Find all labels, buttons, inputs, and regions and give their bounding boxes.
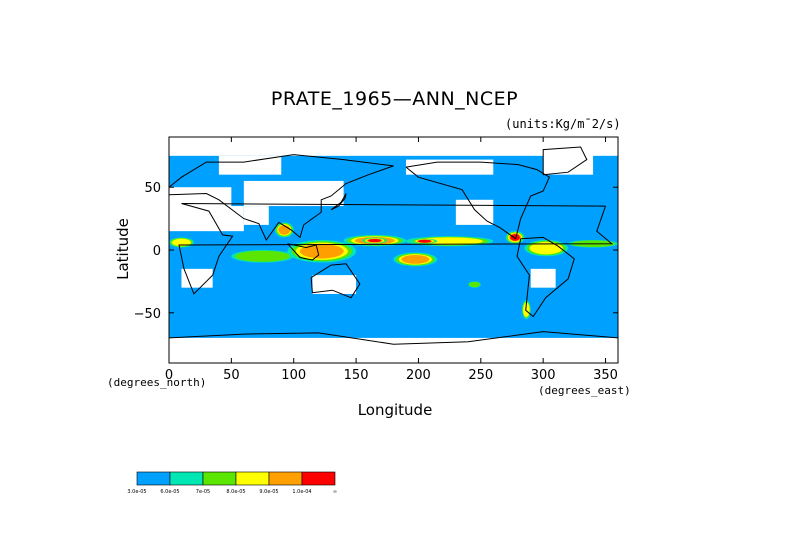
precip-contour [235, 250, 290, 262]
dry-region [144, 187, 232, 225]
precip-contour [171, 238, 191, 247]
dry-region [243, 180, 344, 207]
x-tick-label: 0 [165, 368, 173, 383]
precip-contour [278, 225, 291, 235]
colorbar-label: ∞ [333, 489, 337, 495]
colorbar-label: 9.0e-05 [259, 489, 278, 495]
precip-contour [368, 238, 382, 243]
y-tick-label: −50 [134, 307, 161, 322]
dry-region [543, 149, 594, 175]
colorbar-swatch [301, 471, 336, 486]
colorbar-swatch [202, 471, 237, 486]
dry-region [169, 137, 618, 156]
colorbar-label: 7e-05 [196, 489, 210, 495]
dry-region [169, 337, 618, 363]
coastline [178, 203, 614, 295]
colorbar-label: 1.0e-04 [292, 489, 311, 495]
coastline [168, 154, 394, 241]
dry-region [181, 268, 213, 288]
colorbar-label: 6.0e-05 [160, 489, 179, 495]
dry-region [312, 275, 357, 294]
precip-contour [510, 234, 520, 241]
colorbar-swatch [268, 471, 303, 486]
colorbar-swatch [235, 471, 270, 486]
y-axis-label: Latitude [114, 218, 132, 280]
precip-contour [401, 254, 430, 264]
dry-region [218, 155, 282, 175]
x-tick-label: 150 [344, 368, 369, 383]
colorbar-swatch [136, 471, 171, 486]
precip-contour [418, 239, 432, 243]
colorbar-label: 3.0e-05 [127, 489, 146, 495]
coastline [516, 236, 575, 318]
continent-outlines [168, 146, 619, 345]
coastline [542, 146, 588, 176]
dry-region [530, 268, 556, 288]
precip-contour [299, 244, 344, 259]
precip-contour [529, 241, 563, 255]
coastline [287, 243, 320, 261]
coastline [310, 263, 361, 299]
precip-contour [416, 237, 483, 246]
colorbar-swatch [169, 471, 204, 486]
coastline [330, 193, 347, 211]
y-tick-label: 50 [144, 181, 161, 196]
colorbar-label: 8.0e-05 [226, 489, 245, 495]
precip-contour [523, 302, 530, 317]
x-tick-label: 200 [406, 368, 431, 383]
y-unit-label: (degrees_north) [107, 376, 207, 389]
dry-region [243, 206, 269, 225]
x-axis-label: Longitude [357, 401, 433, 419]
units-label: (units:Kg/m¯2/s) [505, 117, 621, 131]
colorbar: 3.0e-05 6.0e-05 7e-05 8.0e-05 9.0e-05 1.0e-04… [127, 471, 337, 495]
axes: 0 50 100 150 200 250 300 350 50 0 −50 [134, 137, 618, 383]
x-tick-label: 300 [531, 368, 556, 383]
precip-map [144, 137, 618, 363]
x-tick-label: 50 [223, 368, 240, 383]
coastline [168, 331, 619, 345]
precip-contour [469, 281, 481, 288]
y-tick-label: 0 [153, 244, 161, 259]
chart-title: PRATE_1965—ANN_NCEP [270, 88, 519, 110]
x-tick-label: 100 [281, 368, 306, 383]
x-tick-label: 250 [468, 368, 493, 383]
coastline [405, 161, 551, 240]
x-unit-label: (degrees_east) [538, 384, 631, 397]
x-tick-label: 350 [593, 368, 618, 383]
